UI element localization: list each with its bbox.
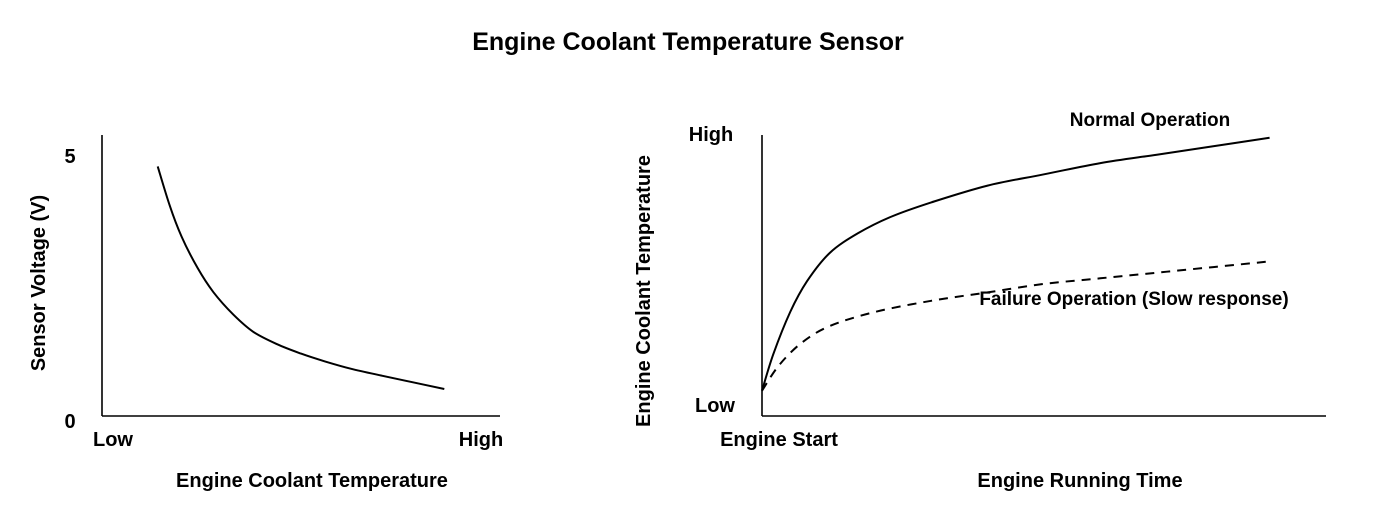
left-y-axis-label: Sensor Voltage (V): [28, 195, 50, 371]
left-x-tick-high: High: [459, 429, 503, 451]
left-x-axis-label: Engine Coolant Temperature: [176, 470, 448, 492]
right-x-axis-label: Engine Running Time: [977, 470, 1182, 492]
series-label-normal-operation: Normal Operation: [1070, 110, 1230, 131]
right-y-axis-label: Engine Coolant Temperature: [633, 155, 655, 427]
chart-coolant-temperature: High Low Engine Start Engine Running Tim…: [633, 110, 1326, 492]
right-y-tick-high: High: [689, 124, 733, 146]
chart-sensor-voltage: 5 0 Low High Engine Coolant Temperature …: [28, 135, 503, 492]
right-y-tick-low: Low: [695, 395, 735, 417]
series-label-failure-operation: Failure Operation (Slow response): [979, 289, 1288, 310]
left-y-tick-5: 5: [64, 146, 75, 168]
left-y-tick-0: 0: [64, 411, 75, 433]
right-x-tick-engine-start: Engine Start: [720, 429, 838, 451]
left-x-tick-low: Low: [93, 429, 133, 451]
series-line-normal-operation: [761, 136, 1270, 391]
left-series-line: [156, 166, 445, 390]
series-line-failure-operation: [761, 260, 1270, 392]
figure-title: Engine Coolant Temperature Sensor: [472, 28, 904, 56]
